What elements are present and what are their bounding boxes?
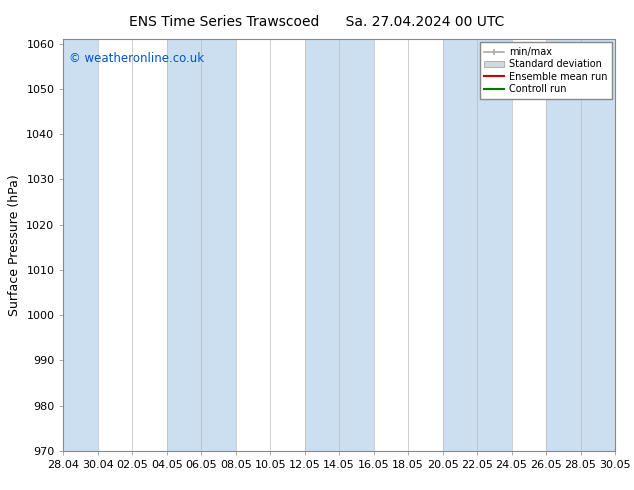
Text: ENS Time Series Trawscoed      Sa. 27.04.2024 00 UTC: ENS Time Series Trawscoed Sa. 27.04.2024… [129, 15, 505, 29]
Bar [63, 39, 98, 451]
Y-axis label: Surface Pressure (hPa): Surface Pressure (hPa) [8, 174, 21, 316]
Text: © weatheronline.co.uk: © weatheronline.co.uk [69, 51, 204, 65]
Bar [305, 39, 373, 451]
Bar [546, 39, 615, 451]
Bar [443, 39, 512, 451]
Legend: min/max, Standard deviation, Ensemble mean run, Controll run: min/max, Standard deviation, Ensemble me… [479, 42, 612, 99]
Bar [167, 39, 236, 451]
